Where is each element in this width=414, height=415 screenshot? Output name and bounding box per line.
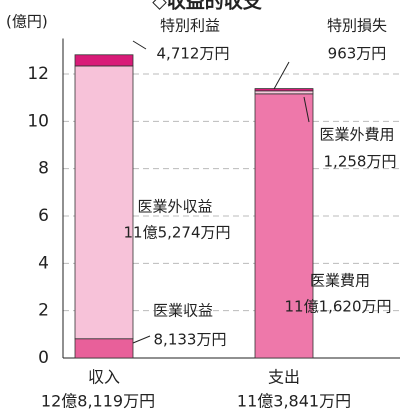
series-name: 特別利益 bbox=[160, 17, 220, 35]
value-label: 963万円 bbox=[328, 45, 387, 63]
series-name: 医業収益 bbox=[153, 302, 213, 320]
bar-segment bbox=[254, 93, 314, 359]
value-label: 11億5,274万円 bbox=[123, 224, 230, 242]
value-label: 8,133万円 bbox=[154, 331, 227, 349]
y-tick-label: 0 bbox=[38, 348, 49, 368]
y-tick-label: 12 bbox=[27, 64, 49, 84]
y-tick-label: 2 bbox=[38, 301, 49, 321]
y-tick-label: 4 bbox=[38, 253, 49, 273]
value-label: 4,712万円 bbox=[157, 45, 230, 63]
series-name: 医業外収益 bbox=[137, 198, 212, 216]
series-name: 医業費用 bbox=[310, 272, 370, 290]
value-label: 1,258万円 bbox=[324, 153, 397, 171]
x-tick-label: 支出 bbox=[268, 368, 300, 387]
bar-segment bbox=[254, 88, 314, 92]
value-label: 11億1,620万円 bbox=[284, 298, 391, 316]
bar-segment bbox=[74, 54, 134, 67]
series-name: 医業外費用 bbox=[319, 126, 394, 144]
total-label: 12億8,119万円 bbox=[41, 392, 155, 411]
y-tick-label: 8 bbox=[38, 159, 49, 179]
bar-segment bbox=[74, 338, 134, 359]
y-tick-label: 6 bbox=[38, 206, 49, 226]
leader-line bbox=[132, 335, 151, 344]
y-axis-label: (億円) bbox=[6, 13, 48, 31]
total-label: 11億3,841万円 bbox=[237, 392, 351, 411]
x-tick-label: 収入 bbox=[88, 368, 120, 387]
bar-segment bbox=[74, 65, 134, 340]
y-tick-label: 10 bbox=[27, 111, 49, 131]
leader-line bbox=[273, 61, 290, 90]
series-name: 特別損失 bbox=[327, 17, 387, 35]
leader-line bbox=[132, 40, 147, 50]
leader-line bbox=[303, 96, 310, 123]
chart-title: ◇収益的収支 bbox=[152, 0, 263, 13]
bar-segment bbox=[254, 90, 314, 95]
